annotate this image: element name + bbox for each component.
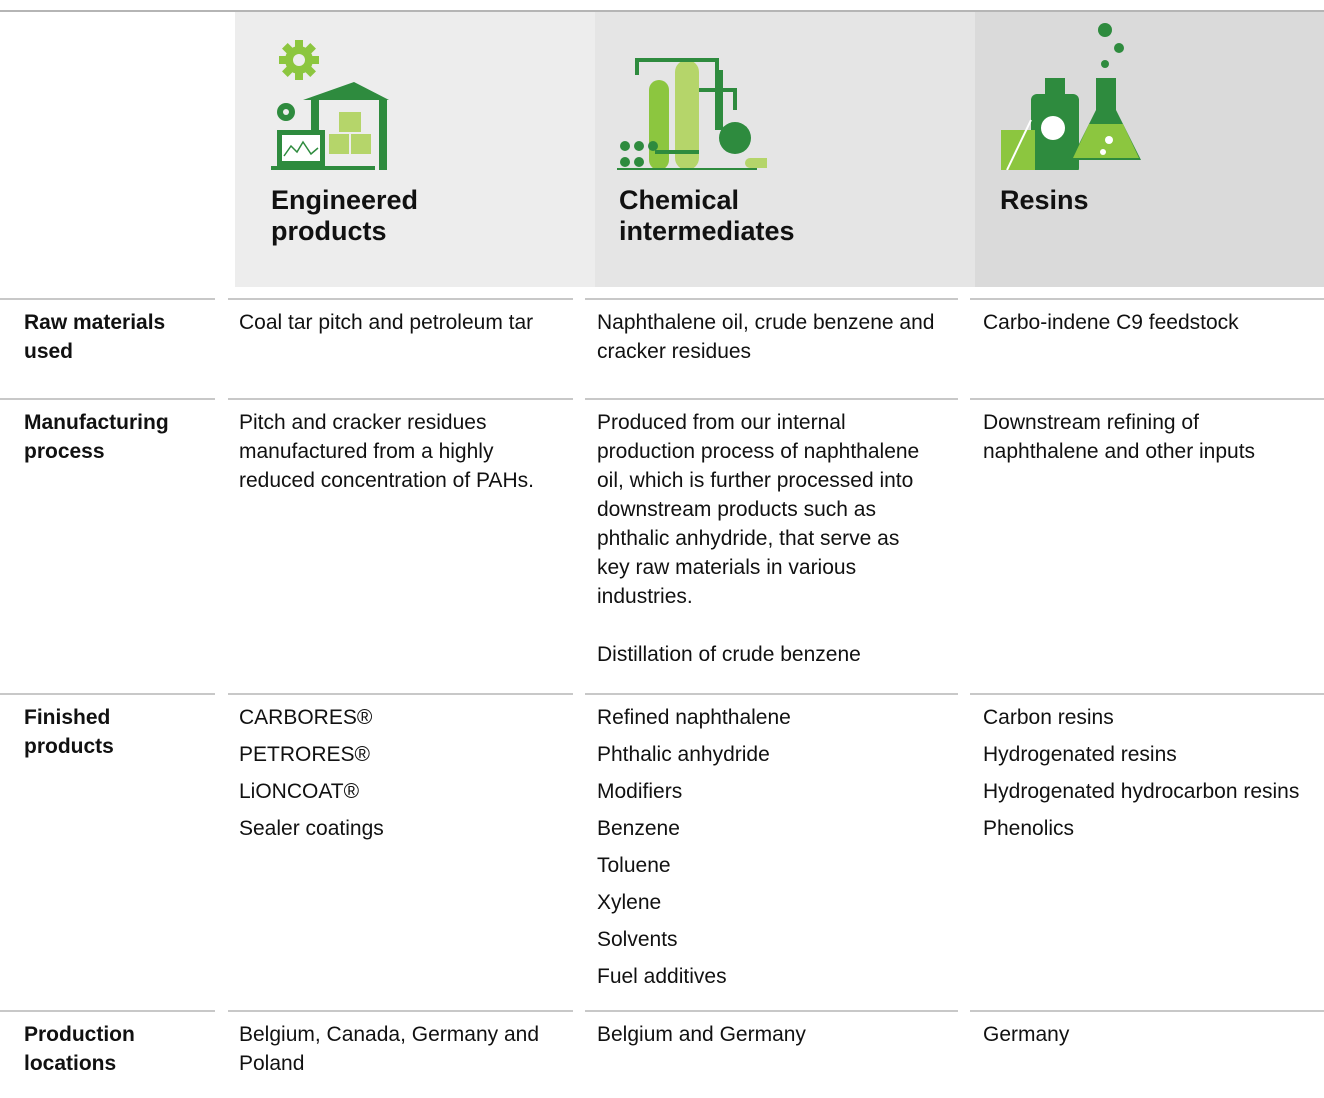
column-title: Resins: [1000, 185, 1230, 216]
row-rule: [228, 398, 573, 400]
row-rule: [0, 1010, 215, 1012]
row-rule: [585, 398, 958, 400]
column-title: Engineered products: [271, 185, 501, 247]
cell: Coal tar pitch and petroleum tar: [239, 308, 539, 337]
row-rule: [585, 298, 958, 300]
row-rule: [970, 398, 1324, 400]
paragraph: Distillation of crude benzene: [597, 640, 937, 669]
cell: Produced from our internal production pr…: [597, 408, 937, 669]
row-rule: [228, 298, 573, 300]
row-rule: [585, 693, 958, 695]
row-rule: [0, 693, 215, 695]
row-rule: [228, 693, 573, 695]
cell: Refined naphthalene Phthalic anhydride Mod…: [597, 703, 937, 999]
list-item: Phthalic anhydride: [597, 740, 937, 769]
column-title: Chemical intermediates: [619, 185, 849, 247]
header-column: Engineered products: [235, 12, 595, 287]
paragraph: Germany: [983, 1020, 1313, 1049]
paragraph: Pitch and cracker residues manufactured …: [239, 408, 539, 495]
list-item: PETRORES®: [239, 740, 539, 769]
list-item: CARBORES®: [239, 703, 539, 732]
list-item: Phenolics: [983, 814, 1313, 843]
cell: Naphthalene oil, crude benzene and crack…: [597, 308, 937, 366]
header-column: Chemical intermediates: [595, 12, 975, 287]
paragraph: Belgium, Canada, Germany and Poland: [239, 1020, 539, 1078]
list-item: Toluene: [597, 851, 937, 880]
paragraph: Downstream refining of naphthalene and o…: [983, 408, 1313, 466]
list-item: Carbon resins: [983, 703, 1313, 732]
cell: Carbon resins Hydrogenated resins Hydrogen…: [983, 703, 1313, 851]
paragraph: Coal tar pitch and petroleum tar: [239, 308, 539, 337]
list-item: Benzene: [597, 814, 937, 843]
paragraph: Produced from our internal production pr…: [597, 408, 937, 611]
row-rule: [970, 693, 1324, 695]
row-label: Finished products: [24, 703, 199, 761]
row-rule: [228, 1010, 573, 1012]
paragraph: Belgium and Germany: [597, 1020, 937, 1049]
row-rule: [970, 1010, 1324, 1012]
list-item: Hydrogenated hydrocarbon resins: [983, 777, 1313, 806]
list-item: Refined naphthalene: [597, 703, 937, 732]
list-item: Xylene: [597, 888, 937, 917]
paragraph: Naphthalene oil, crude benzene and crack…: [597, 308, 937, 366]
item-list: Carbon resins Hydrogenated resins Hydrogen…: [983, 703, 1313, 843]
cell: Carbo-indene C9 feedstock: [983, 308, 1313, 337]
list-item: LiONCOAT®: [239, 777, 539, 806]
row-rule: [0, 298, 215, 300]
row-rule: [585, 1010, 958, 1012]
list-item: Modifiers: [597, 777, 937, 806]
row-rule: [0, 398, 215, 400]
cell: CARBORES® PETRORES® LiONCOAT® Sealer coatin…: [239, 703, 539, 851]
paragraph: Carbo-indene C9 feedstock: [983, 308, 1313, 337]
row-label: Raw materials used: [24, 308, 199, 366]
engineered-icon: [271, 30, 391, 170]
row-rule: [970, 298, 1324, 300]
cell: Belgium, Canada, Germany and Poland: [239, 1020, 539, 1078]
list-item: Hydrogenated resins: [983, 740, 1313, 769]
chemical-icon: [617, 30, 767, 170]
list-item: Solvents: [597, 925, 937, 954]
page: {"header": {"columns": [ {"title": "Engi…: [0, 0, 1324, 1098]
cell: Downstream refining of naphthalene and o…: [983, 408, 1313, 466]
cell: Pitch and cracker residues manufactured …: [239, 408, 539, 495]
list-item: Fuel additives: [597, 962, 937, 991]
row-label: Production locations: [24, 1020, 199, 1078]
item-list: Refined naphthalene Phthalic anhydride Mod…: [597, 703, 937, 991]
header-column: Resins: [975, 12, 1324, 287]
cell: Germany: [983, 1020, 1313, 1049]
list-item: Sealer coatings: [239, 814, 539, 843]
item-list: CARBORES® PETRORES® LiONCOAT® Sealer coatin…: [239, 703, 539, 843]
row-label: Manufacturing process: [24, 408, 199, 466]
cell: Belgium and Germany: [597, 1020, 937, 1049]
resins-icon: [1001, 20, 1151, 170]
